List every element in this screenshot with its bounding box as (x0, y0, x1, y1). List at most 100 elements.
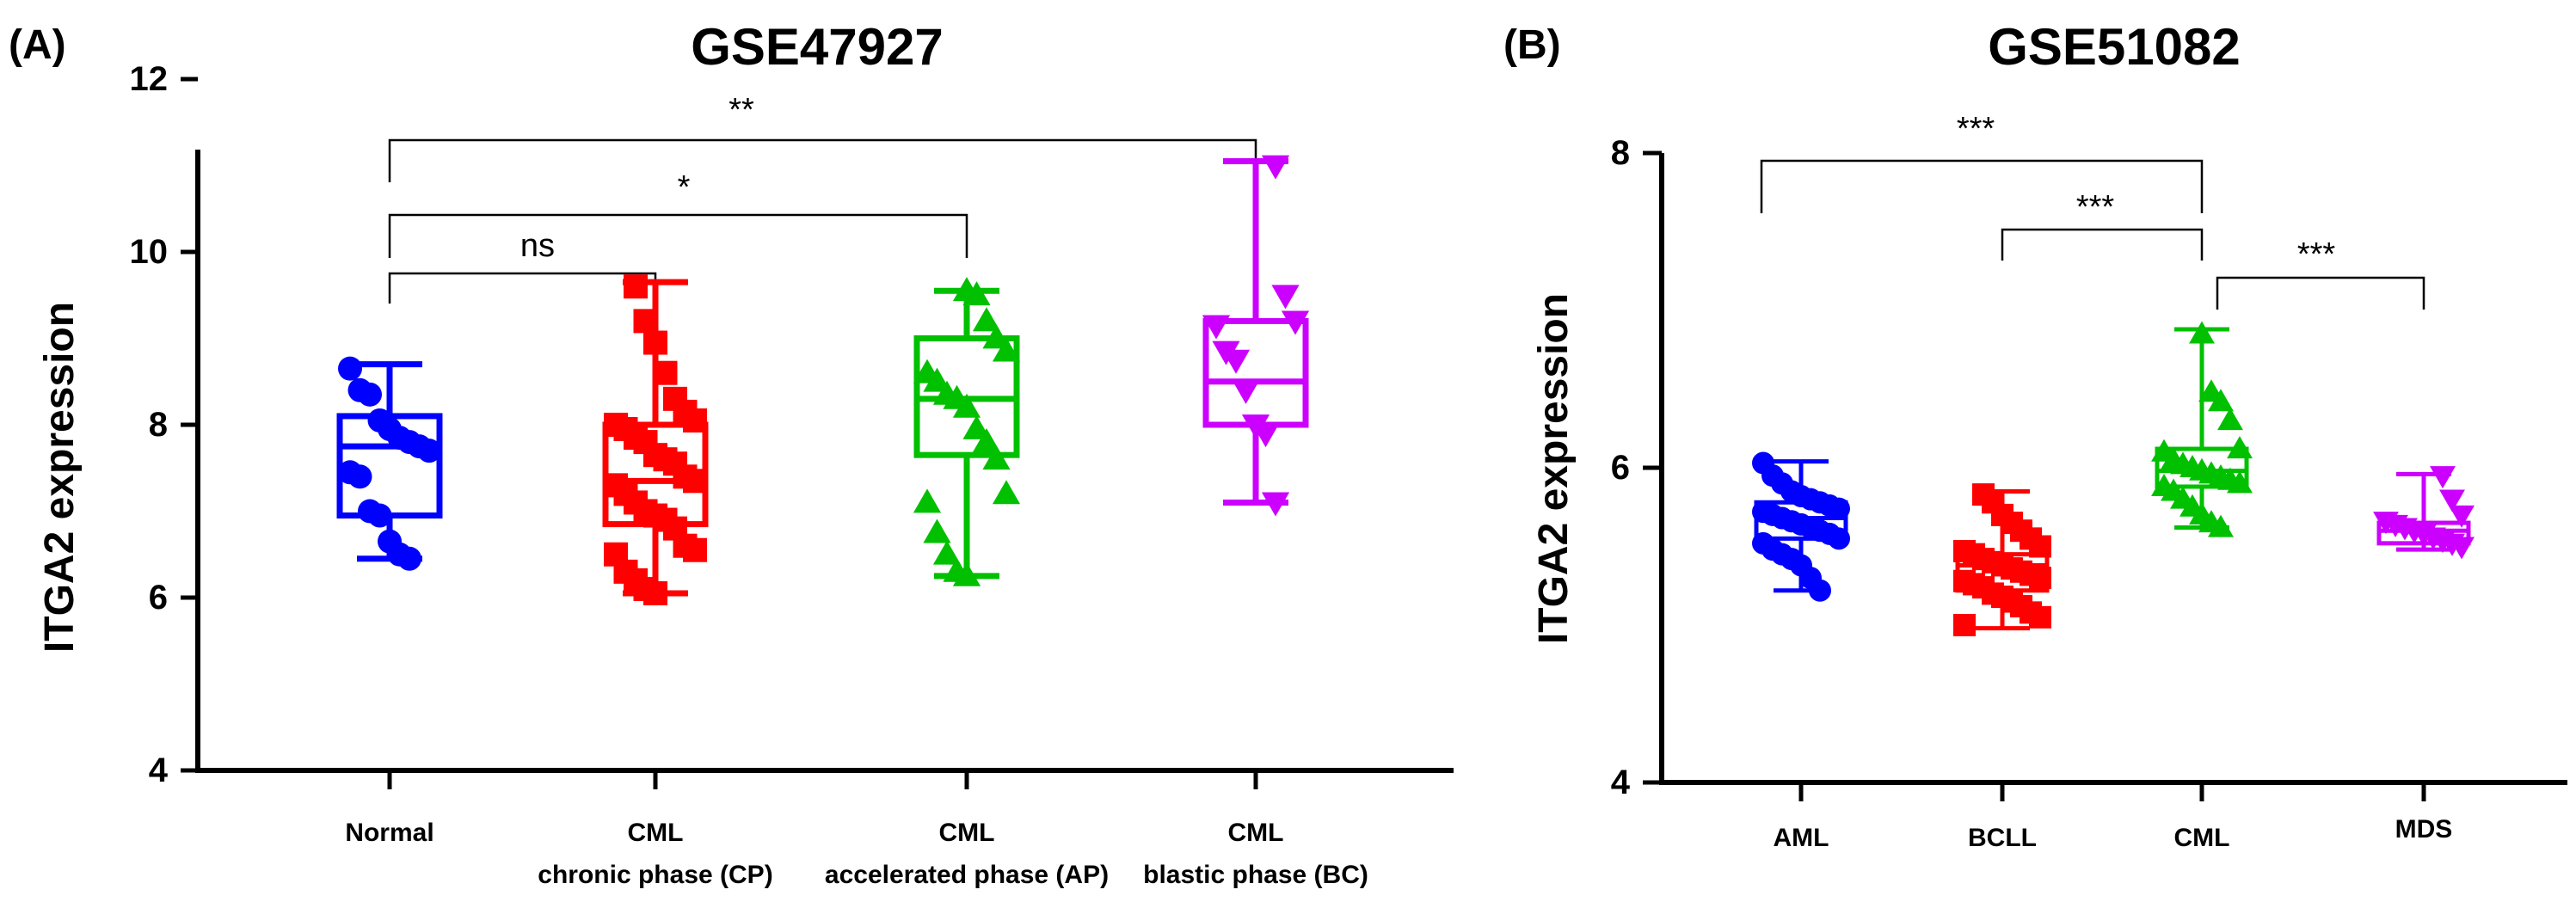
panel-a-x-tick-label-line2: chronic phase (CP) (538, 861, 772, 889)
panel-a-x-tick-label: Normal (345, 819, 433, 847)
data-point (2449, 537, 2475, 560)
significance-label-double: ** (729, 92, 754, 128)
panel-a-y-tick-label: 10 (130, 233, 169, 271)
series-bcll (1953, 483, 2051, 636)
data-point (913, 488, 942, 513)
significance-label-single: * (678, 169, 691, 206)
series-cml-chronic-phase-cp (602, 274, 709, 605)
panel-b-y-tick-label: 8 (1611, 134, 1630, 172)
data-point (2449, 505, 2475, 528)
data-point (683, 408, 707, 433)
panel-a-y-tick-label: 8 (149, 406, 168, 444)
series-cml-accelerated-phase-ap (913, 277, 1021, 586)
panel-a-x-ticks: Normal CML chronic phase (CP) CML accele… (345, 770, 1368, 889)
data-point (982, 445, 1011, 470)
data-point (417, 439, 441, 463)
data-point (2029, 535, 2051, 558)
data-point (1251, 423, 1280, 448)
series-normal (336, 356, 443, 571)
panel-a-y-tick-label: 6 (149, 579, 168, 617)
data-point (1828, 497, 1850, 520)
data-point (1809, 579, 1831, 602)
panel-a-significance: ns * ** (388, 92, 1257, 304)
data-point (952, 393, 981, 418)
panel-a-y-tick-label: 12 (130, 60, 169, 98)
data-point (397, 546, 421, 571)
data-point (2430, 466, 2456, 489)
significance-label-bcll-cml: *** (2076, 189, 2115, 225)
panel-b-x-tick-label: MDS (2395, 815, 2453, 844)
data-point (2217, 408, 2243, 431)
data-point (1232, 379, 1260, 404)
panel-b-y-ticks: 4 6 8 (1611, 134, 1662, 801)
panel-a-y-tick-label: 4 (149, 752, 169, 789)
data-point (1281, 310, 1310, 335)
series-cml-blastic-phase-bc (1202, 155, 1310, 517)
data-point (683, 469, 707, 494)
data-point (952, 561, 981, 586)
data-point (643, 330, 667, 355)
panel-b-label: (B) (1503, 22, 1561, 68)
panel-a: (A) GSE47927 ITGA2 expression 4 6 8 10 1… (9, 18, 1454, 889)
data-point (972, 307, 1001, 332)
data-point (992, 480, 1021, 505)
data-point (2439, 489, 2465, 512)
data-point (2029, 605, 2051, 629)
data-point (923, 518, 951, 543)
data-point (653, 360, 678, 385)
data-point (1261, 155, 1290, 180)
panel-a-label: (A) (9, 22, 66, 68)
significance-label-ns: ns (520, 228, 555, 264)
data-point (2029, 567, 2051, 590)
data-point (982, 324, 1011, 349)
significance-bracket-aml-cml (1760, 159, 2204, 213)
panel-a-x-tick-label: CML (1228, 819, 1284, 847)
significance-bracket-bcll-cml (2001, 228, 2204, 261)
data-point (932, 540, 962, 565)
box (1202, 317, 1309, 428)
significance-bracket-single (388, 213, 968, 258)
data-point (972, 428, 1001, 452)
series-mds (2373, 466, 2475, 560)
data-point (2227, 436, 2253, 459)
data-point (992, 337, 1021, 362)
significance-label-aml-cml: *** (1957, 111, 1995, 147)
data-point (683, 537, 707, 562)
panel-a-x-tick-label-line2: blastic phase (BC) (1143, 861, 1368, 889)
data-point (358, 382, 382, 407)
data-point (633, 309, 658, 334)
data-point (1271, 285, 1300, 310)
panel-b-y-tick-label: 4 (1611, 764, 1631, 801)
data-point (962, 281, 991, 306)
panel-b-x-tick-label: CML (2174, 824, 2230, 852)
panel-b: (B) GSE51082 ITGA2 expression 4 6 8 AML … (1503, 18, 2567, 852)
data-point (2189, 321, 2215, 344)
data-point (2208, 389, 2234, 412)
data-point (2227, 470, 2253, 494)
data-point (1828, 527, 1850, 550)
panel-b-x-tick-label: BCLL (1968, 824, 2037, 852)
data-point (1221, 349, 1251, 374)
data-point (1202, 315, 1231, 340)
significance-label-cml-mds: *** (2297, 236, 2336, 273)
panel-a-x-tick-label: CML (939, 819, 995, 847)
panel-b-title: GSE51082 (1988, 18, 2241, 76)
panel-a-x-tick-label: CML (628, 819, 684, 847)
significance-bracket-ns (388, 272, 657, 304)
significance-bracket-double (388, 138, 1257, 182)
panel-a-title: GSE47927 (691, 18, 944, 76)
data-point (962, 414, 991, 439)
panel-b-x-ticks: AML BCLL CML MDS (1774, 782, 2453, 852)
data-point (2208, 514, 2234, 537)
data-point (367, 503, 392, 528)
data-point (338, 356, 362, 381)
significance-bracket-cml-mds (2216, 276, 2425, 310)
panel-b-plot-area (1752, 321, 2475, 636)
panel-a-x-tick-label-line2: accelerated phase (AP) (825, 861, 1109, 889)
series-cml (2151, 321, 2253, 537)
data-point (347, 464, 372, 489)
data-point (1261, 492, 1290, 517)
data-point (624, 274, 648, 299)
panel-b-y-tick-label: 6 (1611, 449, 1630, 487)
